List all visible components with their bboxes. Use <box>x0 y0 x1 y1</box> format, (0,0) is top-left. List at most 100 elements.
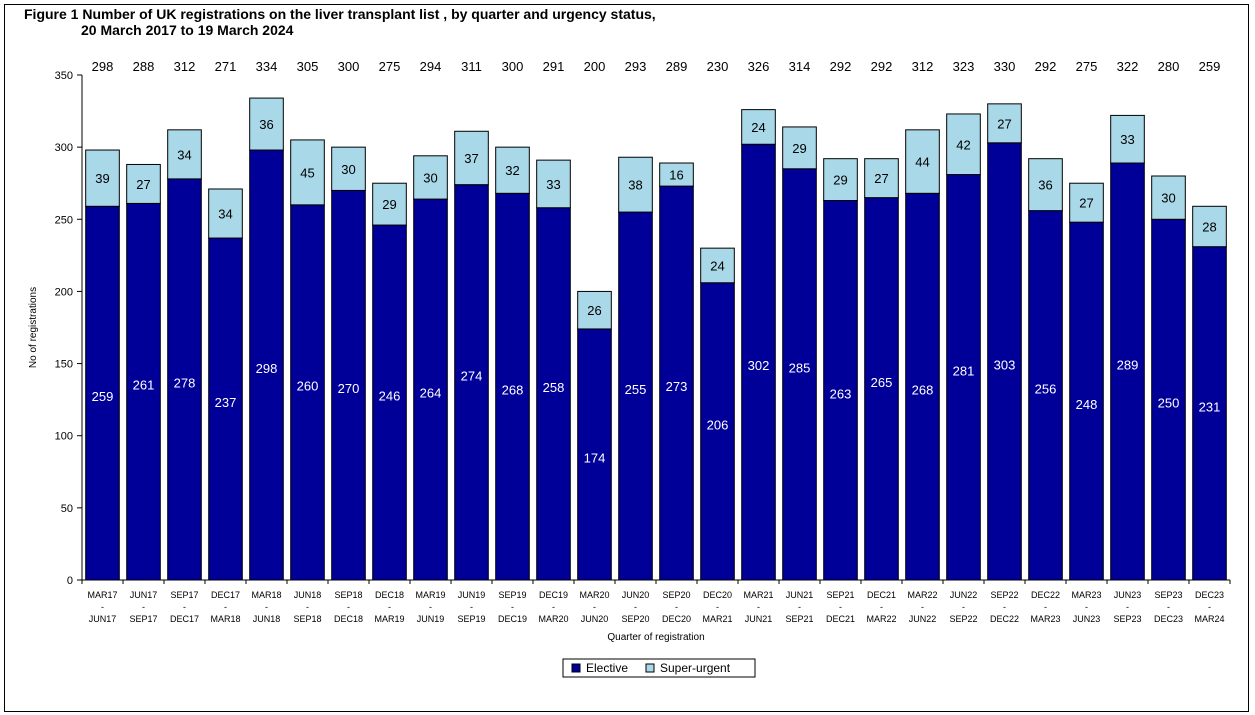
data-label-elective: 256 <box>1035 381 1057 396</box>
x-tick-label: JUN23 <box>1073 614 1101 624</box>
legend-swatch-super-urgent <box>645 663 655 673</box>
bar-super-urgent <box>331 146 366 191</box>
y-tick-label: 150 <box>55 359 73 371</box>
x-tick-label: JUN17 <box>130 590 158 600</box>
data-label-total: 293 <box>625 59 647 74</box>
x-tick-label: MAR18 <box>210 614 240 624</box>
x-tick-label: SEP21 <box>785 614 813 624</box>
bar-elective <box>823 200 858 581</box>
data-label-total: 322 <box>1117 59 1139 74</box>
x-tick-label: MAR23 <box>1071 590 1101 600</box>
y-tick-label: 250 <box>55 214 73 226</box>
x-tick-label: MAR18 <box>251 590 281 600</box>
data-label-elective: 268 <box>502 383 524 398</box>
x-tick-label: DEC23 <box>1195 590 1224 600</box>
x-tick-label: DEC21 <box>867 590 896 600</box>
x-tick-label: DEC19 <box>539 590 568 600</box>
data-label-super-urgent: 29 <box>833 173 847 188</box>
x-tick-label: - <box>757 602 760 612</box>
data-label-super-urgent: 36 <box>1038 178 1052 193</box>
data-label-elective: 259 <box>92 389 114 404</box>
x-tick-label: JUN20 <box>581 614 609 624</box>
y-tick-label: 0 <box>67 575 73 587</box>
data-label-total: 288 <box>133 59 155 74</box>
x-tick-label: - <box>880 602 883 612</box>
y-tick-label: 300 <box>55 142 73 154</box>
data-label-elective: 250 <box>1158 396 1180 411</box>
x-tick-label: DEC17 <box>170 614 199 624</box>
data-label-total: 294 <box>420 59 442 74</box>
data-label-total: 292 <box>830 59 852 74</box>
data-label-total: 312 <box>174 59 196 74</box>
x-tick-label: SEP19 <box>498 590 526 600</box>
bar-elective <box>331 189 366 581</box>
data-label-super-urgent: 24 <box>710 258 724 273</box>
data-label-total: 330 <box>994 59 1016 74</box>
x-tick-label: DEC18 <box>375 590 404 600</box>
x-tick-label: JUN18 <box>253 614 281 624</box>
bar-elective <box>536 207 571 581</box>
x-tick-label: DEC17 <box>211 590 240 600</box>
data-label-elective: 298 <box>256 361 278 376</box>
x-tick-label: DEC21 <box>826 614 855 624</box>
x-tick-label: - <box>675 602 678 612</box>
bar-super-urgent <box>1151 175 1186 220</box>
x-tick-label: - <box>839 602 842 612</box>
bar-elective <box>454 184 489 581</box>
data-label-elective: 174 <box>584 450 606 465</box>
x-axis-label: Quarter of registration <box>607 632 704 643</box>
data-label-elective: 264 <box>420 386 442 401</box>
y-tick-label: 100 <box>55 431 73 443</box>
bar-elective <box>372 224 407 581</box>
bar-elective <box>1069 221 1104 581</box>
data-label-super-urgent: 28 <box>1202 220 1216 235</box>
x-tick-label: - <box>142 602 145 612</box>
bar-elective <box>1151 218 1186 581</box>
x-tick-label: MAR19 <box>374 614 404 624</box>
x-tick-label: SEP23 <box>1154 590 1182 600</box>
legend-swatch-elective <box>571 663 581 673</box>
data-label-elective: 206 <box>707 417 729 432</box>
x-tick-label: MAR21 <box>702 614 732 624</box>
bar-elective <box>1192 246 1227 581</box>
x-tick-label: MAR21 <box>743 590 773 600</box>
data-label-total: 271 <box>215 59 237 74</box>
x-tick-label: MAR23 <box>1030 614 1060 624</box>
x-tick-label: MAR20 <box>538 614 568 624</box>
data-label-total: 230 <box>707 59 729 74</box>
x-tick-label: DEC18 <box>334 614 363 624</box>
bar-elective <box>85 205 120 581</box>
data-label-super-urgent: 36 <box>259 117 273 132</box>
bar-super-urgent <box>618 156 653 213</box>
data-label-elective: 263 <box>830 386 852 401</box>
data-label-elective: 268 <box>912 383 934 398</box>
x-tick-label: - <box>101 602 104 612</box>
bar-elective <box>946 174 981 581</box>
x-tick-label: SEP22 <box>990 590 1018 600</box>
bar-elective <box>782 168 817 581</box>
bar-elective <box>987 142 1022 581</box>
legend-label-super-urgent: Super-urgent <box>660 661 731 675</box>
bar-super-urgent <box>905 129 940 194</box>
x-tick-label: - <box>1126 602 1129 612</box>
chart-title-line2: 20 March 2017 to 19 March 2024 <box>81 22 294 38</box>
bar-super-urgent <box>126 163 161 204</box>
bar-super-urgent <box>536 159 571 209</box>
data-label-super-urgent: 27 <box>874 171 888 186</box>
x-tick-label: - <box>716 602 719 612</box>
data-label-super-urgent: 34 <box>218 207 232 222</box>
bar-elective <box>741 143 776 581</box>
y-tick-label: 50 <box>61 503 73 515</box>
y-tick-label: 200 <box>55 286 73 298</box>
data-label-total: 292 <box>1035 59 1057 74</box>
bar-elective <box>659 185 694 581</box>
bar-super-urgent <box>454 130 489 186</box>
data-label-total: 326 <box>748 59 770 74</box>
x-tick-label: SEP20 <box>621 614 649 624</box>
bar-super-urgent <box>946 113 981 176</box>
x-tick-label: MAR22 <box>907 590 937 600</box>
data-label-total: 312 <box>912 59 934 74</box>
x-tick-label: JUN21 <box>786 590 814 600</box>
y-axis-label: No of registrations <box>28 287 39 368</box>
bar-super-urgent <box>167 129 202 180</box>
